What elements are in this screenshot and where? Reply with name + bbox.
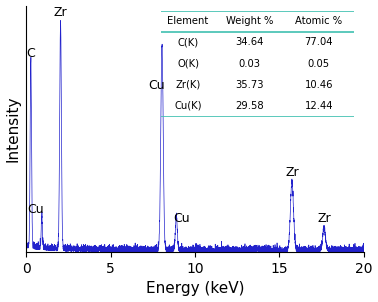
Y-axis label: Intensity: Intensity	[6, 96, 20, 162]
Text: C: C	[26, 47, 35, 60]
X-axis label: Energy (keV): Energy (keV)	[146, 281, 244, 297]
Text: Zr: Zr	[317, 212, 331, 225]
Text: Cu: Cu	[27, 203, 44, 216]
Text: Zr: Zr	[285, 166, 299, 179]
Text: Cu: Cu	[173, 212, 190, 225]
Text: Zr: Zr	[54, 6, 67, 19]
Text: Cu: Cu	[148, 79, 164, 92]
